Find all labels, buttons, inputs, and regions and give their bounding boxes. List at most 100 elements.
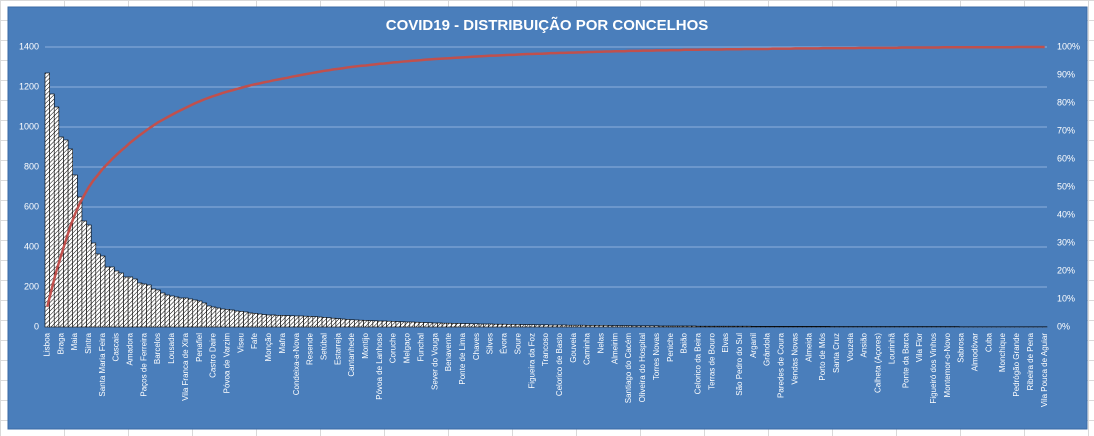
bar xyxy=(192,299,198,328)
bar xyxy=(229,309,235,328)
y-tick-label: 1200 xyxy=(19,81,39,91)
bar xyxy=(548,324,554,328)
x-tick-label: Calheta (Açores) xyxy=(874,333,883,393)
x-tick-label: Soure xyxy=(513,332,522,354)
y-tick-label: 600 xyxy=(24,201,39,211)
bar xyxy=(718,325,725,328)
x-tick-label: Vendas Novas xyxy=(790,333,799,385)
x-tick-label: Silves xyxy=(486,333,495,354)
bar xyxy=(612,325,618,328)
bar xyxy=(792,326,798,328)
bar xyxy=(778,326,785,328)
x-tick-label: Cantanhede xyxy=(347,332,356,376)
x-tick-label: Amadora xyxy=(126,332,135,365)
bar xyxy=(321,317,327,328)
bar xyxy=(737,325,743,328)
x-tick-label: Montijo xyxy=(361,332,370,358)
bar xyxy=(755,326,762,328)
bar xyxy=(765,326,771,328)
bar xyxy=(150,288,157,328)
bar xyxy=(663,325,669,328)
bar xyxy=(511,324,517,328)
bar xyxy=(760,326,766,328)
bar xyxy=(400,321,406,328)
bar xyxy=(187,298,194,328)
bar xyxy=(266,314,272,328)
x-tick-label: Celorico da Beira xyxy=(693,332,702,394)
bar xyxy=(552,324,558,328)
bar xyxy=(806,326,812,328)
bar xyxy=(580,324,586,328)
bar xyxy=(160,292,166,328)
bar xyxy=(270,314,277,328)
bar xyxy=(571,324,577,328)
bar xyxy=(538,324,544,328)
bar xyxy=(95,253,101,328)
bar xyxy=(797,326,803,328)
bar xyxy=(67,148,74,328)
bar xyxy=(155,289,161,328)
bar xyxy=(668,325,674,328)
x-tick-label: Ansião xyxy=(860,332,869,357)
bar xyxy=(464,323,471,328)
bar xyxy=(215,307,221,328)
y2-tick-label: 40% xyxy=(1057,209,1075,219)
x-tick-label: Ponte da Barca xyxy=(901,332,910,388)
bar xyxy=(557,324,563,328)
bar xyxy=(118,272,124,328)
y2-tick-label: 0% xyxy=(1057,321,1070,331)
x-tick-label: Almodôvar xyxy=(971,333,980,372)
bar xyxy=(575,324,581,328)
bar xyxy=(732,325,738,328)
x-tick-label: Condeixa-a-Nova xyxy=(292,332,301,395)
bar xyxy=(395,321,401,328)
x-tick-label: Lourinhã xyxy=(887,332,896,364)
y-tick-label: 400 xyxy=(24,241,39,251)
x-tick-label: Almeirim xyxy=(610,333,619,364)
bar xyxy=(173,296,180,328)
x-tick-label: Sabrosa xyxy=(957,332,966,362)
y2-tick-label: 30% xyxy=(1057,237,1075,247)
x-tick-label: Cuba xyxy=(984,332,993,352)
bar xyxy=(534,324,540,328)
bar xyxy=(257,313,263,328)
bar xyxy=(584,325,591,328)
bar xyxy=(418,322,424,328)
x-tick-label: Grândola xyxy=(763,332,772,365)
bar xyxy=(317,316,323,328)
x-tick-label: Viseu xyxy=(236,333,245,353)
x-tick-label: Penafiel xyxy=(195,333,204,362)
x-tick-label: Santa Cruz xyxy=(832,333,841,373)
bar xyxy=(298,315,304,328)
bar xyxy=(77,196,83,328)
bar xyxy=(86,224,92,328)
bar xyxy=(543,324,549,328)
bar xyxy=(621,325,628,328)
bar xyxy=(820,326,826,328)
x-tick-label: Melgaço xyxy=(403,332,412,363)
x-tick-label: Almeida xyxy=(804,332,813,361)
bar xyxy=(501,323,508,328)
bar xyxy=(644,325,651,328)
bar xyxy=(427,322,434,328)
bar xyxy=(483,323,489,328)
bar xyxy=(658,325,665,328)
bar xyxy=(303,315,309,328)
bar xyxy=(566,324,572,328)
x-tick-label: Paços de Ferreira xyxy=(139,332,148,396)
x-tick-label: Évora xyxy=(500,332,509,353)
bar xyxy=(44,72,50,328)
bar xyxy=(529,324,535,328)
x-tick-label: Sever do Vouga xyxy=(430,332,439,389)
bar xyxy=(358,319,364,328)
x-tick-label: Elvas xyxy=(721,333,730,353)
bar xyxy=(330,317,337,328)
y2-tick-label: 100% xyxy=(1057,41,1080,51)
x-tick-label: Braga xyxy=(56,332,65,354)
y-tick-label: 200 xyxy=(24,281,39,291)
bar xyxy=(381,320,387,328)
bar xyxy=(289,315,295,328)
bar xyxy=(100,255,106,328)
y2-tick-label: 90% xyxy=(1057,69,1075,79)
